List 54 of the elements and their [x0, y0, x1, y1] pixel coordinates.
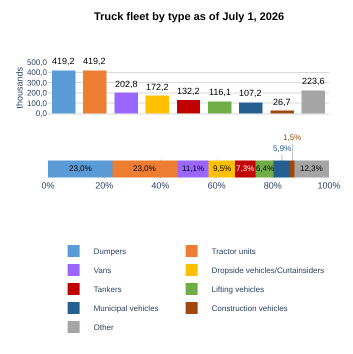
bar	[176, 100, 200, 114]
bar	[83, 70, 107, 114]
x-tick-label: 0%	[41, 180, 55, 190]
chart-title: Truck fleet by type as of July 1, 2026	[94, 11, 284, 23]
data-label: 116,1	[209, 87, 231, 97]
legend-label: Tankers	[94, 285, 122, 294]
data-label: 6,4%	[256, 164, 274, 173]
data-label: 9,5%	[213, 164, 232, 173]
data-label: 26,7	[273, 97, 291, 107]
y-tick-label: 300,0	[26, 78, 48, 88]
bar	[112, 160, 178, 178]
x-tick-label: 40%	[151, 180, 170, 190]
legend-label: Dumpers	[94, 247, 126, 256]
data-label: 12,3%	[300, 164, 323, 173]
data-label: 132,2	[177, 86, 200, 96]
bar	[52, 70, 76, 114]
bar	[146, 96, 169, 114]
legend-label: Vans	[94, 266, 112, 276]
y-axis-title: thousands	[14, 66, 24, 109]
data-label: 23,0%	[133, 164, 156, 173]
legend-label: Construction vehicles	[212, 304, 288, 314]
legend-label: Tractor units	[212, 247, 256, 256]
bar	[290, 160, 294, 178]
bar	[274, 160, 290, 178]
data-label: 5,9%	[273, 144, 292, 153]
data-label: 7,3%	[236, 164, 254, 173]
y-tick-label: 500,0	[26, 58, 48, 67]
legend-label: Other	[94, 323, 114, 332]
y-tick-label: 400,0	[26, 68, 48, 78]
y-tick-label: 100,0	[26, 98, 48, 108]
bar	[302, 90, 326, 114]
bar	[208, 101, 232, 114]
bar	[48, 160, 113, 178]
bar	[239, 102, 263, 114]
bar	[270, 110, 294, 114]
data-label: 419,2	[52, 56, 75, 66]
y-tick-label: 200,0	[26, 88, 48, 98]
y-tick-label: 0,0	[36, 109, 48, 118]
legend-label: Municipal vehicles	[94, 304, 159, 314]
data-label: 11,1%	[182, 164, 204, 173]
legend-label: Dropside vehicles/Curtainsiders	[212, 266, 324, 276]
x-tick-label: 100%	[317, 180, 341, 190]
x-tick-label: 20%	[95, 180, 114, 190]
data-label: 419,2	[83, 56, 106, 66]
data-label: 23,0%	[69, 164, 92, 173]
data-label: 202,8	[115, 79, 138, 89]
data-label: 223,6	[302, 76, 325, 86]
legend-label: Lifting vehicles	[212, 285, 264, 294]
data-label: 1,5%	[283, 133, 302, 142]
x-tick-label: 60%	[208, 180, 226, 190]
x-tick-label: 80%	[264, 180, 282, 190]
data-label: 172,2	[146, 82, 169, 92]
bar	[114, 92, 138, 114]
data-label: 107,2	[239, 88, 262, 98]
